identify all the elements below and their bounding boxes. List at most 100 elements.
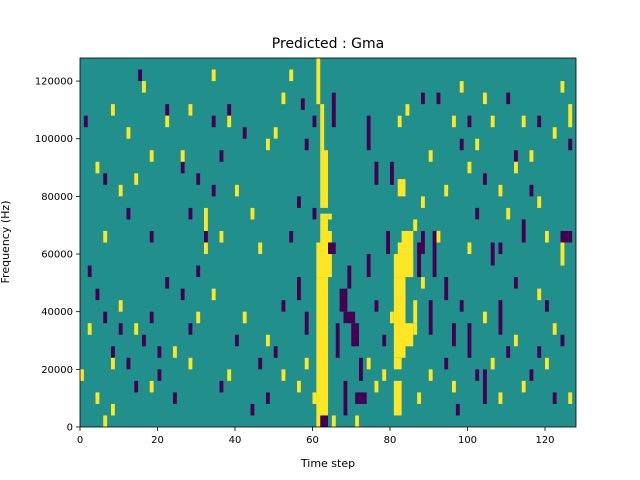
heatmap-cell-high: [118, 300, 123, 312]
heatmap-cell-high: [103, 230, 108, 243]
heatmap-cell-low: [258, 357, 263, 370]
heatmap-cell-high: [266, 334, 270, 347]
heatmap-cell-high: [401, 230, 410, 243]
heatmap-cell-low: [560, 334, 565, 347]
heatmap-cell-high: [235, 184, 239, 197]
heatmap-cell-high: [316, 277, 329, 416]
heatmap-cell-low: [126, 357, 131, 370]
heatmap-cell-high: [173, 346, 177, 358]
heatmap-cell-high: [467, 161, 472, 174]
heatmap-cell-high: [320, 230, 332, 243]
heatmap-cell-low: [568, 230, 573, 243]
heatmap-cell-high: [111, 104, 115, 116]
heatmap-cell-low: [545, 300, 549, 312]
heatmap-cell-high: [421, 277, 425, 289]
heatmap-cell-low: [180, 161, 185, 174]
heatmap-cell-low: [157, 369, 162, 381]
heatmap-cell-high: [95, 392, 100, 404]
heatmap-cell-high: [374, 380, 379, 393]
heatmap-cell-low: [459, 300, 464, 312]
heatmap-cell-low: [506, 92, 511, 105]
heatmap-cell-high: [219, 230, 224, 243]
heatmap-cell-high: [382, 369, 387, 381]
heatmap-cell-low: [444, 277, 449, 301]
heatmap-cell-high: [405, 323, 414, 347]
heatmap-cell-low: [459, 138, 464, 151]
heatmap-cell-high: [475, 138, 480, 151]
heatmap-cell-high: [452, 380, 456, 393]
heatmap-cell-low: [211, 115, 216, 128]
x-tick-label: 100: [458, 435, 477, 446]
heatmap-cell-low: [382, 334, 387, 347]
heatmap-cell-low: [103, 311, 108, 324]
heatmap-cell-low: [273, 346, 278, 358]
heatmap-cell-low: [343, 311, 356, 324]
heatmap-cell-high: [560, 81, 565, 93]
heatmap-cell-low: [300, 98, 305, 110]
heatmap-cell-high: [490, 357, 495, 370]
heatmap-cell-high: [297, 380, 301, 393]
heatmap-cell-low: [514, 277, 518, 289]
heatmap-cell-high: [444, 184, 449, 197]
heatmap-cell-low: [490, 242, 495, 266]
heatmap-cell-high: [134, 323, 139, 335]
heatmap-cell-low: [142, 334, 146, 347]
x-tick-label: 60: [306, 435, 319, 446]
heatmap-cell-high: [320, 213, 332, 220]
chart-title: Predicted : Gma: [272, 36, 384, 52]
heatmap-cell-low: [529, 184, 534, 197]
heatmap-cell-high: [568, 392, 573, 404]
heatmap-cell-high: [393, 254, 414, 278]
heatmap-cell-low: [374, 161, 379, 185]
heatmap-cell-low: [374, 300, 379, 312]
heatmap-cell-low: [266, 392, 270, 404]
heatmap-cell-low: [335, 323, 340, 358]
heatmap-cell-low: [537, 346, 542, 358]
heatmap-cell-high: [204, 242, 208, 255]
heatmap-cell-high: [196, 311, 201, 324]
plot-frame: [79, 57, 577, 428]
heatmap-cell-high: [537, 196, 542, 208]
heatmap-cell-low: [138, 69, 143, 82]
heatmap-cell-low: [83, 115, 88, 128]
heatmap-cell-high: [393, 357, 402, 370]
heatmap-cell-high: [436, 230, 441, 243]
heatmap-cell-low: [312, 115, 317, 128]
heatmap-cell-low: [436, 92, 441, 105]
heatmap-cell-low: [475, 207, 480, 220]
heatmap-cell-high: [568, 104, 573, 128]
heatmap-cell-low: [552, 392, 557, 404]
heatmap-cell-high: [390, 311, 394, 324]
heatmap-cell-low: [242, 127, 247, 139]
heatmap-cell-low: [149, 311, 154, 324]
heatmap-cell-high: [258, 242, 263, 255]
heatmap-cell-high: [521, 115, 526, 128]
heatmap-cell-high: [366, 357, 371, 370]
heatmap-cell-low: [173, 392, 177, 404]
heatmap-cell-low: [529, 369, 534, 381]
heatmap-cell-low: [498, 242, 503, 255]
heatmap-cell-high: [281, 92, 286, 105]
heatmap-cell-high: [331, 415, 336, 427]
heatmap-cells: [80, 58, 573, 427]
heatmap-cell-low: [432, 230, 437, 278]
heatmap-cell-low: [386, 230, 391, 255]
heatmap-cell-high: [95, 161, 100, 174]
heatmap-cell-low: [95, 288, 100, 301]
heatmap-cell-high: [417, 392, 422, 404]
heatmap-cell-high: [250, 207, 255, 220]
heatmap-cell-low: [304, 311, 309, 335]
heatmap-cell-high: [413, 300, 418, 324]
heatmap-cell-high: [188, 104, 193, 116]
heatmap-cell-low: [521, 219, 526, 243]
heatmap-cell-high: [165, 115, 170, 128]
heatmap-cell-low: [297, 196, 301, 208]
heatmap-cell-high: [413, 219, 418, 231]
heatmap-cell-high: [397, 179, 406, 197]
heatmap-cell-low: [428, 300, 433, 335]
heatmap-cell-high: [545, 230, 549, 243]
plot-area: [80, 58, 576, 427]
heatmap-cell-high: [498, 392, 503, 404]
heatmap-cell-high: [142, 81, 146, 93]
y-axis: 0 20000 40000 60000 80000 100000 120000: [35, 77, 80, 434]
